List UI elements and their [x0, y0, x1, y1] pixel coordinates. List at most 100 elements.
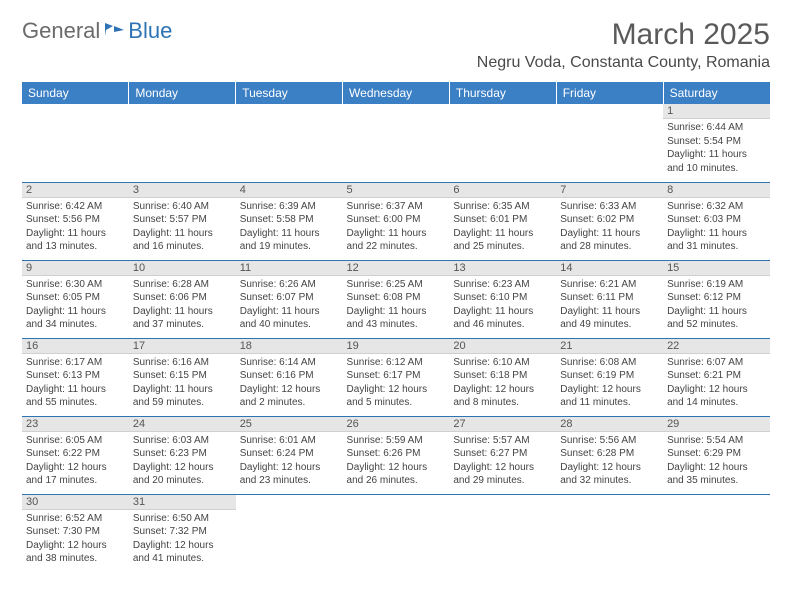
- weekday-header: Monday: [129, 82, 236, 104]
- day-number: 12: [343, 261, 450, 276]
- day-number: 5: [343, 183, 450, 198]
- weekday-header: Saturday: [663, 82, 770, 104]
- day-data: Sunrise: 5:59 AMSunset: 6:26 PMDaylight:…: [343, 432, 450, 490]
- calendar-cell: 19Sunrise: 6:12 AMSunset: 6:17 PMDayligh…: [343, 338, 450, 416]
- calendar-cell: 23Sunrise: 6:05 AMSunset: 6:22 PMDayligh…: [22, 416, 129, 494]
- day-number: 18: [236, 339, 343, 354]
- calendar-week-row: 2Sunrise: 6:42 AMSunset: 5:56 PMDaylight…: [22, 182, 770, 260]
- calendar-week-row: 30Sunrise: 6:52 AMSunset: 7:30 PMDayligh…: [22, 494, 770, 572]
- day-number: 28: [556, 417, 663, 432]
- day-data: Sunrise: 6:32 AMSunset: 6:03 PMDaylight:…: [663, 198, 770, 256]
- day-data: Sunrise: 6:30 AMSunset: 6:05 PMDaylight:…: [22, 276, 129, 334]
- brand-blue: Blue: [128, 18, 172, 44]
- day-data: Sunrise: 6:35 AMSunset: 6:01 PMDaylight:…: [449, 198, 556, 256]
- brand-general: General: [22, 18, 100, 44]
- day-data: Sunrise: 6:19 AMSunset: 6:12 PMDaylight:…: [663, 276, 770, 334]
- calendar-cell: [449, 494, 556, 572]
- calendar-cell: [236, 494, 343, 572]
- day-data: Sunrise: 5:57 AMSunset: 6:27 PMDaylight:…: [449, 432, 556, 490]
- day-data: Sunrise: 5:56 AMSunset: 6:28 PMDaylight:…: [556, 432, 663, 490]
- calendar-cell: 26Sunrise: 5:59 AMSunset: 6:26 PMDayligh…: [343, 416, 450, 494]
- calendar-week-row: 9Sunrise: 6:30 AMSunset: 6:05 PMDaylight…: [22, 260, 770, 338]
- calendar-cell: 12Sunrise: 6:25 AMSunset: 6:08 PMDayligh…: [343, 260, 450, 338]
- calendar-cell: 24Sunrise: 6:03 AMSunset: 6:23 PMDayligh…: [129, 416, 236, 494]
- weekday-header: Wednesday: [343, 82, 450, 104]
- calendar-cell: 18Sunrise: 6:14 AMSunset: 6:16 PMDayligh…: [236, 338, 343, 416]
- day-number: 6: [449, 183, 556, 198]
- day-data: Sunrise: 6:39 AMSunset: 5:58 PMDaylight:…: [236, 198, 343, 256]
- header: General Blue March 2025: [22, 18, 770, 52]
- day-data: Sunrise: 6:50 AMSunset: 7:32 PMDaylight:…: [129, 510, 236, 568]
- calendar-cell: [343, 494, 450, 572]
- day-number: 13: [449, 261, 556, 276]
- day-number: 25: [236, 417, 343, 432]
- calendar-cell: 31Sunrise: 6:50 AMSunset: 7:32 PMDayligh…: [129, 494, 236, 572]
- calendar-cell: 17Sunrise: 6:16 AMSunset: 6:15 PMDayligh…: [129, 338, 236, 416]
- weekday-header: Tuesday: [236, 82, 343, 104]
- calendar-week-row: 1Sunrise: 6:44 AMSunset: 5:54 PMDaylight…: [22, 104, 770, 182]
- day-data: Sunrise: 6:33 AMSunset: 6:02 PMDaylight:…: [556, 198, 663, 256]
- page-title: March 2025: [612, 18, 770, 52]
- calendar-cell: 21Sunrise: 6:08 AMSunset: 6:19 PMDayligh…: [556, 338, 663, 416]
- day-data: Sunrise: 6:12 AMSunset: 6:17 PMDaylight:…: [343, 354, 450, 412]
- day-data: Sunrise: 6:40 AMSunset: 5:57 PMDaylight:…: [129, 198, 236, 256]
- calendar-cell: [663, 494, 770, 572]
- day-number: 14: [556, 261, 663, 276]
- calendar-cell: 28Sunrise: 5:56 AMSunset: 6:28 PMDayligh…: [556, 416, 663, 494]
- day-number: 27: [449, 417, 556, 432]
- day-number: 9: [22, 261, 129, 276]
- calendar-cell: 6Sunrise: 6:35 AMSunset: 6:01 PMDaylight…: [449, 182, 556, 260]
- day-number: 22: [663, 339, 770, 354]
- calendar-cell: [236, 104, 343, 182]
- calendar-cell: 4Sunrise: 6:39 AMSunset: 5:58 PMDaylight…: [236, 182, 343, 260]
- calendar-cell: 3Sunrise: 6:40 AMSunset: 5:57 PMDaylight…: [129, 182, 236, 260]
- day-number: 30: [22, 495, 129, 510]
- day-data: Sunrise: 6:44 AMSunset: 5:54 PMDaylight:…: [663, 119, 770, 177]
- calendar-cell: [129, 104, 236, 182]
- day-number: 7: [556, 183, 663, 198]
- calendar-cell: 27Sunrise: 5:57 AMSunset: 6:27 PMDayligh…: [449, 416, 556, 494]
- calendar-cell: [449, 104, 556, 182]
- calendar-cell: [556, 494, 663, 572]
- day-data: Sunrise: 6:42 AMSunset: 5:56 PMDaylight:…: [22, 198, 129, 256]
- brand-logo: General Blue: [22, 18, 172, 45]
- day-number: 19: [343, 339, 450, 354]
- calendar-cell: 1Sunrise: 6:44 AMSunset: 5:54 PMDaylight…: [663, 104, 770, 182]
- day-number: 8: [663, 183, 770, 198]
- calendar-cell: [22, 104, 129, 182]
- day-data: Sunrise: 6:03 AMSunset: 6:23 PMDaylight:…: [129, 432, 236, 490]
- day-data: Sunrise: 6:26 AMSunset: 6:07 PMDaylight:…: [236, 276, 343, 334]
- day-number: 23: [22, 417, 129, 432]
- calendar-cell: 16Sunrise: 6:17 AMSunset: 6:13 PMDayligh…: [22, 338, 129, 416]
- calendar-cell: 11Sunrise: 6:26 AMSunset: 6:07 PMDayligh…: [236, 260, 343, 338]
- calendar-cell: 15Sunrise: 6:19 AMSunset: 6:12 PMDayligh…: [663, 260, 770, 338]
- day-number: 15: [663, 261, 770, 276]
- weekday-header: Friday: [556, 82, 663, 104]
- day-data: Sunrise: 6:16 AMSunset: 6:15 PMDaylight:…: [129, 354, 236, 412]
- weekday-header-row: SundayMondayTuesdayWednesdayThursdayFrid…: [22, 82, 770, 104]
- calendar-cell: 2Sunrise: 6:42 AMSunset: 5:56 PMDaylight…: [22, 182, 129, 260]
- day-number: 17: [129, 339, 236, 354]
- day-data: Sunrise: 6:14 AMSunset: 6:16 PMDaylight:…: [236, 354, 343, 412]
- day-number: 4: [236, 183, 343, 198]
- calendar-cell: 30Sunrise: 6:52 AMSunset: 7:30 PMDayligh…: [22, 494, 129, 572]
- calendar-cell: 7Sunrise: 6:33 AMSunset: 6:02 PMDaylight…: [556, 182, 663, 260]
- weekday-header: Thursday: [449, 82, 556, 104]
- weekday-header: Sunday: [22, 82, 129, 104]
- calendar-cell: [343, 104, 450, 182]
- day-data: Sunrise: 6:08 AMSunset: 6:19 PMDaylight:…: [556, 354, 663, 412]
- flag-icon: [104, 22, 126, 43]
- day-number: 11: [236, 261, 343, 276]
- day-number: 29: [663, 417, 770, 432]
- calendar-cell: 20Sunrise: 6:10 AMSunset: 6:18 PMDayligh…: [449, 338, 556, 416]
- calendar-cell: 25Sunrise: 6:01 AMSunset: 6:24 PMDayligh…: [236, 416, 343, 494]
- calendar-cell: 13Sunrise: 6:23 AMSunset: 6:10 PMDayligh…: [449, 260, 556, 338]
- day-data: Sunrise: 6:05 AMSunset: 6:22 PMDaylight:…: [22, 432, 129, 490]
- day-data: Sunrise: 6:25 AMSunset: 6:08 PMDaylight:…: [343, 276, 450, 334]
- calendar-body: 1Sunrise: 6:44 AMSunset: 5:54 PMDaylight…: [22, 104, 770, 572]
- day-data: Sunrise: 6:01 AMSunset: 6:24 PMDaylight:…: [236, 432, 343, 490]
- calendar-cell: 9Sunrise: 6:30 AMSunset: 6:05 PMDaylight…: [22, 260, 129, 338]
- calendar-cell: 14Sunrise: 6:21 AMSunset: 6:11 PMDayligh…: [556, 260, 663, 338]
- day-number: 3: [129, 183, 236, 198]
- day-data: Sunrise: 6:37 AMSunset: 6:00 PMDaylight:…: [343, 198, 450, 256]
